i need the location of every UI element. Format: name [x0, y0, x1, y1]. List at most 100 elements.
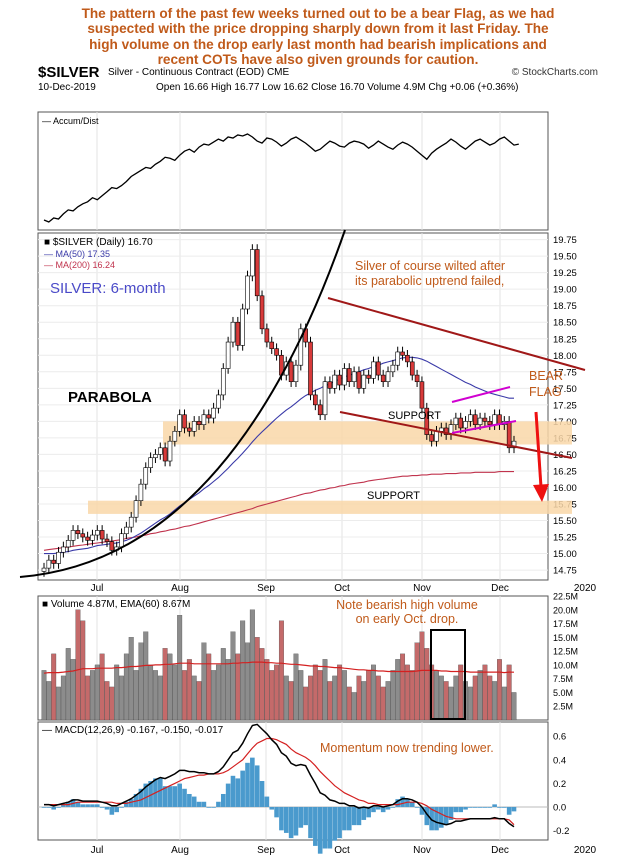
- price-candle: [400, 351, 405, 356]
- volume-bar: [152, 670, 158, 721]
- volume-bar: [443, 681, 449, 721]
- price-candle: [99, 530, 105, 540]
- volume-bar: [215, 664, 221, 721]
- price-candle: [172, 430, 178, 442]
- price-candle: [75, 530, 81, 535]
- price-candle: [327, 381, 333, 389]
- macd-tick-label: 0.6: [553, 732, 566, 743]
- volume-bar: [46, 681, 52, 721]
- volume-bar: [424, 648, 430, 721]
- price-candle: [124, 526, 129, 535]
- price-candle: [211, 407, 216, 419]
- macd-histogram-bar: [477, 806, 483, 808]
- macd-histogram-bar: [264, 796, 270, 807]
- macd-tick-label: 0.4: [553, 755, 566, 766]
- price-candle: [380, 374, 386, 383]
- macd-histogram-bar: [85, 804, 90, 807]
- macd-histogram-bar: [298, 806, 304, 828]
- macd-histogram-bar: [448, 806, 454, 820]
- price-candle: [167, 440, 173, 462]
- volume-bar: [80, 620, 86, 721]
- macd-histogram-bar: [90, 804, 95, 807]
- y-tick-label: 15.00: [553, 549, 577, 560]
- macd-histogram-bar: [497, 806, 502, 808]
- volume-bar: [114, 664, 120, 721]
- price-candle: [390, 364, 396, 373]
- volume-bar: [380, 686, 386, 721]
- volume-bar: [148, 664, 154, 721]
- macd-histogram-bar: [94, 804, 100, 807]
- macd-histogram-bar: [196, 801, 202, 807]
- macd-histogram-bar: [293, 806, 299, 836]
- high-volume-box: [430, 629, 466, 720]
- price-candle: [453, 417, 459, 425]
- macd-histogram-bar: [327, 806, 333, 849]
- price-candle: [85, 536, 90, 541]
- macd-histogram-bar: [395, 799, 401, 807]
- support-upper-label: SUPPORT: [388, 410, 441, 422]
- macd-histogram-bar: [157, 778, 163, 807]
- macd-histogram-bar: [376, 806, 381, 810]
- price-candle: [458, 417, 464, 429]
- y-tick-label: 19.50: [553, 252, 577, 263]
- volume-tick-label: 20.0M: [553, 605, 578, 615]
- volume-tick-label: 22.5M: [553, 592, 578, 602]
- volume-bar: [448, 686, 454, 721]
- price-candle: [468, 414, 473, 422]
- volume-bar: [322, 659, 328, 721]
- volume-bar: [482, 664, 488, 721]
- macd-histogram-bar: [409, 801, 415, 807]
- x-tick-label: Sep: [257, 845, 275, 856]
- price-candle: [482, 417, 488, 422]
- macd-histogram-bar: [463, 806, 468, 810]
- volume-bar: [501, 686, 507, 721]
- price-candle: [157, 447, 163, 455]
- price-candle: [143, 467, 149, 485]
- volume-bar: [492, 681, 498, 721]
- ohlc-summary: Open 16.66 High 16.77 Low 16.62 Close 16…: [156, 82, 519, 93]
- macd-histogram-bar: [99, 806, 105, 808]
- macd-histogram-bar: [191, 796, 197, 807]
- volume-bar: [385, 681, 391, 721]
- parabola-curve: [19, 229, 346, 578]
- price-candle: [187, 427, 192, 432]
- exchange-text: CME: [266, 67, 290, 78]
- x-tick-label: 2020: [574, 583, 597, 594]
- y-tick-label: 18.00: [553, 351, 577, 362]
- volume-bar: [419, 631, 425, 721]
- price-candle: [70, 530, 76, 541]
- price-candle: [371, 361, 376, 379]
- price-candle: [104, 538, 110, 542]
- volume-bar: [346, 686, 352, 721]
- volume-bar: [211, 670, 217, 721]
- volume-bar: [278, 620, 284, 721]
- price-candle: [196, 421, 202, 425]
- support-lower-label: SUPPORT: [367, 490, 420, 502]
- volume-bar: [511, 692, 517, 721]
- price-candle: [264, 328, 270, 343]
- volume-bar: [308, 675, 313, 721]
- price-candle: [424, 407, 430, 435]
- macd-histogram-bar: [429, 806, 434, 831]
- macd-histogram-bar: [187, 793, 192, 807]
- x-tick-label: Dec: [491, 583, 509, 594]
- volume-bar: [41, 670, 47, 721]
- volume-bar: [288, 681, 294, 721]
- volume-bar: [186, 659, 192, 721]
- volume-bar: [414, 642, 420, 721]
- macd-histogram-bar: [61, 804, 66, 807]
- price-candle: [56, 551, 61, 564]
- annotation-text: The pattern of the past few weeks turned…: [40, 6, 596, 68]
- macd-histogram-bar: [162, 786, 168, 807]
- price-candle: [414, 374, 420, 383]
- macd-histogram-bar: [458, 806, 464, 813]
- macd-histogram-bar: [434, 806, 439, 831]
- volume-bar: [56, 686, 61, 721]
- volume-bar: [264, 659, 270, 721]
- volume-bar: [458, 664, 464, 721]
- price-candle: [274, 348, 279, 356]
- macd-histogram-bar: [274, 806, 279, 818]
- macd-histogram-bar: [41, 806, 47, 808]
- macd-histogram-bar: [259, 781, 265, 807]
- macd-histogram-bar: [56, 806, 61, 808]
